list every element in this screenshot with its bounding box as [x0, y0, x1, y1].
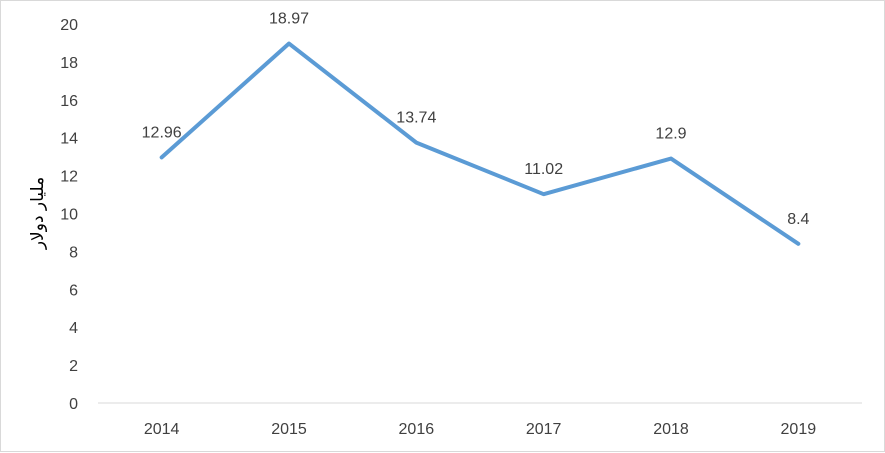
y-tick-label: 4 [69, 320, 78, 337]
x-tick-label: 2017 [526, 421, 562, 438]
data-label: 11.02 [524, 161, 563, 178]
y-tick-label: 16 [60, 93, 78, 110]
series-line [159, 41, 801, 246]
x-tick-label: 2018 [653, 421, 689, 438]
x-axis-ticks: 2014 2015 2016 2017 2018 2019 [144, 421, 816, 438]
y-axis-ticks: 0 2 4 6 8 10 12 14 16 18 20 [60, 17, 78, 413]
y-axis-title: مليار دولار [28, 177, 48, 250]
y-tick-label: 18 [60, 55, 78, 72]
data-label: 8.4 [787, 211, 809, 228]
data-label: 13.74 [396, 110, 436, 127]
x-tick-label: 2019 [781, 421, 817, 438]
y-tick-label: 10 [60, 207, 78, 224]
y-tick-label: 8 [69, 244, 78, 261]
y-tick-label: 6 [69, 282, 78, 299]
x-tick-label: 2014 [144, 421, 180, 438]
y-tick-label: 12 [60, 169, 78, 186]
x-tick-label: 2016 [399, 421, 435, 438]
data-labels: 12.96 18.97 13.74 11.02 12.9 8.4 [142, 11, 810, 228]
data-label: 18.97 [269, 11, 309, 28]
data-label: 12.9 [655, 126, 686, 143]
y-tick-label: 2 [69, 358, 78, 375]
y-tick-label: 14 [60, 131, 78, 148]
y-tick-label: 0 [69, 396, 78, 413]
y-tick-label: 20 [60, 17, 78, 34]
x-tick-label: 2015 [271, 421, 307, 438]
data-label: 12.96 [142, 124, 182, 141]
